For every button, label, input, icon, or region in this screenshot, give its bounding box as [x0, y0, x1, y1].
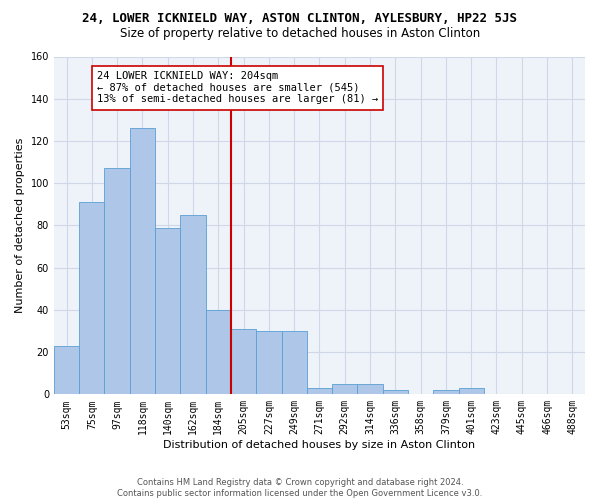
Text: 24, LOWER ICKNIELD WAY, ASTON CLINTON, AYLESBURY, HP22 5JS: 24, LOWER ICKNIELD WAY, ASTON CLINTON, A…	[83, 12, 517, 26]
Y-axis label: Number of detached properties: Number of detached properties	[15, 138, 25, 313]
Bar	[130, 128, 155, 394]
Bar	[256, 331, 281, 394]
Bar	[307, 388, 332, 394]
Bar	[231, 329, 256, 394]
Bar	[383, 390, 408, 394]
Bar	[104, 168, 130, 394]
Bar	[181, 215, 206, 394]
Text: Size of property relative to detached houses in Aston Clinton: Size of property relative to detached ho…	[120, 28, 480, 40]
Text: 24 LOWER ICKNIELD WAY: 204sqm
← 87% of detached houses are smaller (545)
13% of : 24 LOWER ICKNIELD WAY: 204sqm ← 87% of d…	[97, 72, 378, 104]
Bar	[206, 310, 231, 394]
Bar	[358, 384, 383, 394]
Bar	[155, 228, 181, 394]
Bar	[281, 331, 307, 394]
Bar	[458, 388, 484, 394]
Bar	[54, 346, 79, 395]
Bar	[79, 202, 104, 394]
X-axis label: Distribution of detached houses by size in Aston Clinton: Distribution of detached houses by size …	[163, 440, 476, 450]
Text: Contains HM Land Registry data © Crown copyright and database right 2024.
Contai: Contains HM Land Registry data © Crown c…	[118, 478, 482, 498]
Bar	[332, 384, 358, 394]
Bar	[433, 390, 458, 394]
